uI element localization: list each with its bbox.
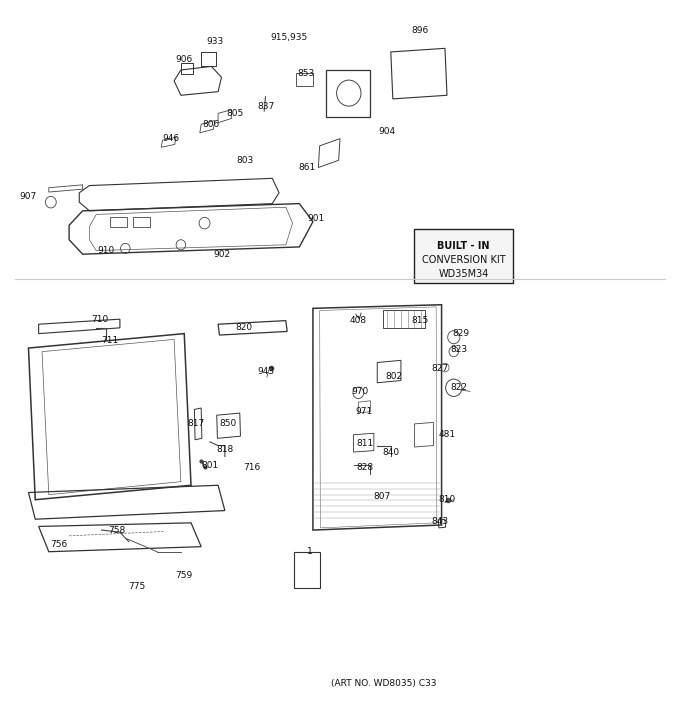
Text: (ART NO. WD8035) C33: (ART NO. WD8035) C33 [331,679,437,689]
Text: 823: 823 [450,345,467,354]
Text: 915,935: 915,935 [271,33,308,42]
Text: 910: 910 [98,246,115,255]
Bar [133,218,150,227]
Text: 906: 906 [175,54,193,64]
Text: 850: 850 [220,419,237,428]
Text: 811: 811 [356,439,374,448]
Text: 840: 840 [382,448,399,457]
Text: 710: 710 [91,315,108,323]
Bar [201,52,216,67]
Text: 758: 758 [108,526,125,534]
Text: 904: 904 [379,127,396,136]
Text: 1: 1 [307,547,312,556]
Text: 822: 822 [450,384,467,392]
Text: CONVERSION KIT: CONVERSION KIT [422,255,505,265]
FancyBboxPatch shape [415,229,513,283]
Text: 843: 843 [431,517,448,526]
Bar [109,218,126,227]
Text: 810: 810 [439,495,456,504]
Text: 933: 933 [206,36,223,46]
Text: 827: 827 [432,364,449,373]
Text: 817: 817 [188,419,205,428]
Text: 756: 756 [50,540,67,549]
Text: 481: 481 [439,430,456,439]
Text: 902: 902 [213,249,230,259]
Text: 853: 853 [298,69,315,78]
Bar [181,63,193,74]
Text: 801: 801 [201,460,218,470]
Text: WD35M34: WD35M34 [439,268,489,278]
Text: 807: 807 [373,492,390,500]
Text: 829: 829 [452,329,469,338]
Text: 805: 805 [226,109,243,118]
Bar [296,73,313,86]
Text: 806: 806 [203,120,220,128]
Text: 815: 815 [411,316,428,325]
Text: 818: 818 [216,444,233,454]
Bar [326,70,371,117]
Text: 861: 861 [299,163,316,172]
Text: 901: 901 [307,214,325,223]
Text: 775: 775 [129,582,146,591]
Text: 408: 408 [350,316,367,325]
Text: 943: 943 [257,367,274,376]
Text: 970: 970 [352,387,369,396]
Text: 907: 907 [20,192,37,201]
Text: 711: 711 [101,336,118,345]
Text: 828: 828 [356,463,373,472]
Text: 837: 837 [257,102,274,111]
Bar [294,552,320,588]
Text: 971: 971 [355,407,373,416]
Text: 802: 802 [386,373,403,381]
Text: 820: 820 [235,323,252,332]
Text: BUILT - IN: BUILT - IN [437,241,490,251]
Text: 946: 946 [162,134,180,143]
Text: 759: 759 [175,571,193,580]
Text: 803: 803 [237,156,254,165]
Bar [383,310,424,328]
Text: 716: 716 [243,463,260,472]
Text: 896: 896 [411,26,428,35]
